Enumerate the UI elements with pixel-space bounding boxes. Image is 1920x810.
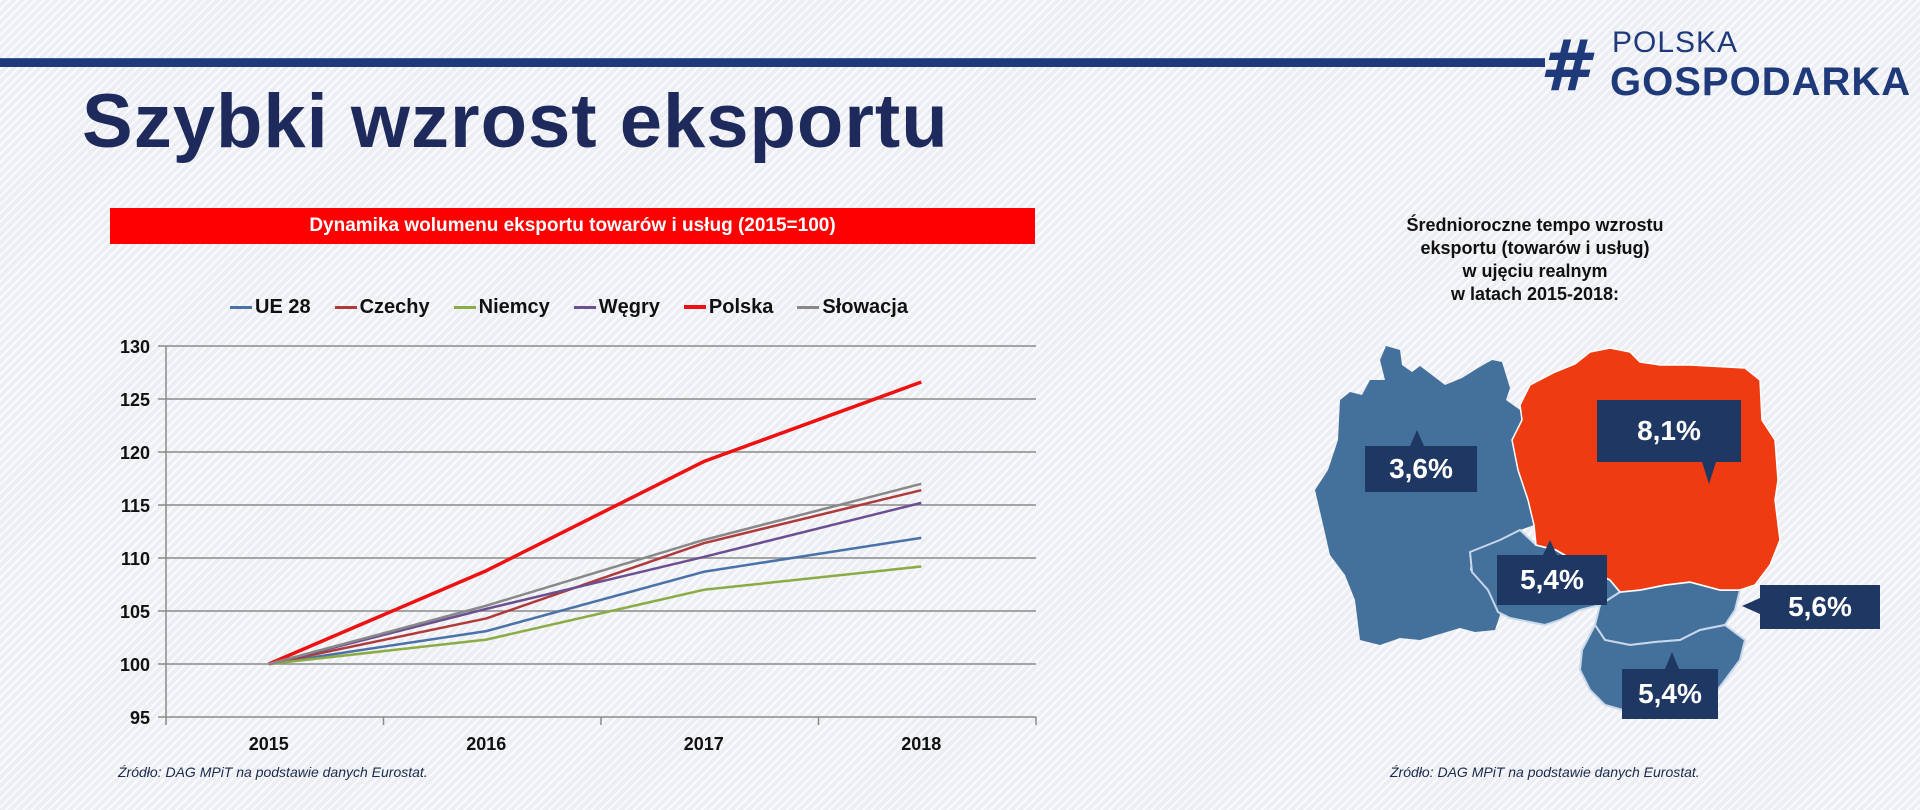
legend-swatch: [453, 305, 476, 309]
callout-poland-value: 8,1%: [1637, 415, 1701, 446]
x-tick-label: 2018: [901, 734, 941, 754]
hash-icon: #: [1540, 25, 1589, 107]
callout-slovakia-value: 5,6%: [1788, 591, 1852, 622]
legend-label: Słowacja: [822, 295, 908, 318]
x-tick-label: 2015: [249, 734, 289, 754]
legend-item: Słowacja: [797, 296, 908, 319]
y-tick-label: 130: [120, 337, 150, 357]
map-title: Średnioroczne tempo wzrostu eksportu (to…: [1370, 214, 1700, 306]
callout-pointer: [1665, 652, 1679, 669]
callout-pointer: [1543, 540, 1557, 555]
series-line-niemcy: [268, 565, 922, 666]
y-tick-label: 100: [120, 655, 150, 675]
logo-line1: POLSKA: [1612, 26, 1739, 59]
chart-source: Źródło: DAG MPiT na podstawie danych Eur…: [118, 764, 428, 780]
map-title-line: eksportu (towarów i usług): [1420, 238, 1650, 258]
legend-item: Niemcy: [453, 295, 550, 319]
callout-slovakia: 5,6%: [1760, 585, 1880, 629]
legend-swatch: [797, 305, 820, 309]
legend-label: Czechy: [359, 295, 430, 318]
callout-germany: 3,6%: [1365, 446, 1477, 492]
callout-czechia-value: 5,4%: [1520, 564, 1584, 595]
y-tick-label: 120: [120, 443, 150, 463]
callout-poland: 8,1%: [1597, 400, 1741, 462]
series-line-czechy: [268, 488, 922, 666]
y-tick-label: 105: [120, 602, 150, 622]
logo-line2: GOSPODARKA: [1610, 60, 1912, 104]
callout-czechia: 5,4%: [1497, 555, 1607, 605]
legend-item: Węgry: [573, 295, 660, 319]
y-tick-label: 110: [121, 549, 150, 569]
map-title-line: Średnioroczne tempo wzrostu: [1406, 215, 1664, 235]
header-rule: [0, 58, 1545, 67]
map-title-line: w ujęciu realnym: [1462, 261, 1608, 281]
x-tick-label: 2017: [684, 734, 724, 754]
legend-item: Polska: [683, 295, 774, 319]
callout-hungary-value: 5,4%: [1638, 678, 1702, 709]
map-source: Źródło: DAG MPiT na podstawie danych Eur…: [1390, 764, 1700, 780]
legend-item: UE 28: [230, 296, 311, 319]
legend-swatch: [230, 305, 252, 309]
map-region-germany: [1315, 346, 1534, 645]
polska-gospodarka-logo: # POLSKA GOSPODARKA: [1540, 22, 1920, 112]
chart-title-bar: Dynamika wolumenu eksportu towarów i usł…: [110, 208, 1035, 244]
y-tick-label: 125: [120, 390, 150, 410]
series-line-ue-28: [268, 536, 922, 666]
series-line-słowacja: [268, 482, 922, 666]
y-tick-label: 95: [130, 708, 150, 728]
callout-germany-value: 3,6%: [1389, 453, 1453, 484]
callout-pointer: [1702, 462, 1716, 484]
legend-label: Polska: [708, 295, 774, 318]
series-line-węgry: [268, 501, 922, 666]
map-title-line: w latach 2015-2018:: [1450, 284, 1620, 304]
y-tick-label: 115: [121, 496, 150, 516]
callout-pointer: [1742, 598, 1760, 614]
x-tick-label: 2016: [466, 734, 506, 754]
series-line-polska: [268, 380, 922, 666]
chart-title: Dynamika wolumenu eksportu towarów i usł…: [309, 215, 836, 236]
legend-label: Węgry: [598, 295, 660, 318]
legend-swatch: [334, 305, 357, 309]
page-title: Szybki wzrost eksportu: [82, 79, 949, 164]
legend-label: UE 28: [255, 295, 311, 318]
legend-label: Niemcy: [478, 295, 550, 318]
callout-pointer: [1410, 430, 1424, 446]
legend-swatch: [683, 305, 706, 309]
legend-swatch: [573, 305, 596, 309]
chart-legend: UE 28 Czechy Niemcy Węgry Polska Słowacja: [230, 292, 908, 322]
callout-hungary: 5,4%: [1622, 669, 1718, 719]
legend-item: Czechy: [334, 295, 430, 319]
